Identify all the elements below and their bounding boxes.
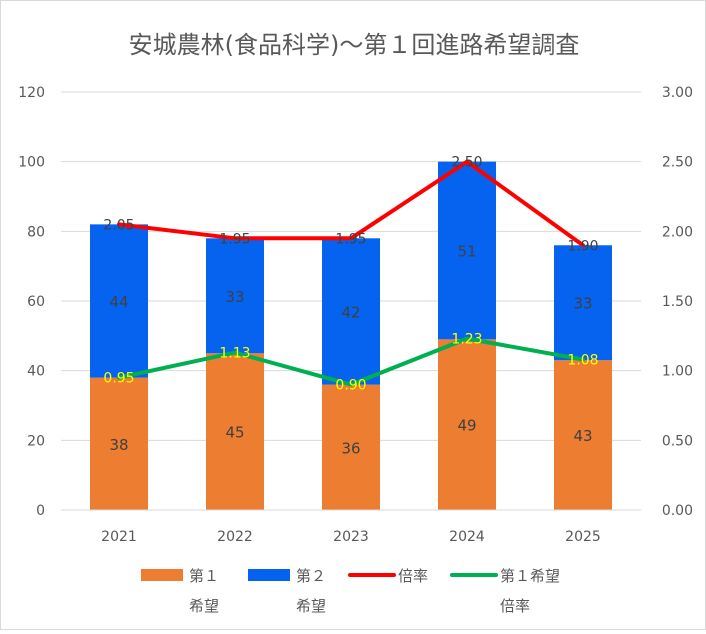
line-value-label: 0.90	[335, 378, 366, 394]
right-tick-label: 2.00	[662, 224, 693, 240]
line-value-label: 1.95	[219, 231, 250, 247]
line-value-label: 1.08	[567, 353, 598, 369]
line-series-1	[117, 159, 585, 248]
lines	[117, 159, 585, 387]
x-tick-label: 2023	[333, 529, 369, 545]
bar-value-label: 51	[457, 242, 476, 260]
bar-value-label: 36	[341, 439, 360, 457]
legend-label: 第２	[296, 567, 326, 585]
left-tick-label: 60	[27, 294, 45, 310]
x-tick-label: 2021	[101, 529, 137, 545]
line-value-label: 0.95	[103, 371, 134, 387]
line-value-label: 1.13	[219, 346, 250, 362]
x-tick-label: 2022	[217, 529, 253, 545]
bar-segment-2	[438, 161, 496, 340]
left-tick-label: 120	[18, 85, 45, 101]
bar-segment-2	[206, 238, 264, 354]
legend-label: 倍率	[500, 597, 530, 615]
x-tick-label: 2025	[565, 529, 601, 545]
bar-segment-1	[206, 353, 264, 510]
left-tick-label: 40	[27, 364, 45, 380]
line-value-label: 2.50	[451, 155, 482, 171]
bar-value-label: 42	[341, 303, 360, 321]
bar-segment-2	[554, 245, 612, 361]
right-axis-ticks: 0.00 0.50 1.00 1.50 2.00 2.50 3.00	[662, 85, 693, 519]
line-value-label: 1.95	[335, 231, 366, 247]
legend-swatch	[248, 569, 290, 581]
bar-value-label: 33	[573, 295, 592, 313]
x-tick-label: 2024	[449, 529, 485, 545]
left-tick-label: 20	[27, 433, 45, 449]
chart-title: 安城農林(食品科学)～第１回進路希望調査	[129, 31, 580, 59]
bar-value-label: 43	[573, 427, 592, 445]
legend-label: 希望	[189, 597, 219, 615]
bar-value-label: 44	[109, 293, 128, 311]
bar-value-label: 49	[457, 417, 476, 435]
legend-label: 希望	[296, 597, 326, 615]
bar-segment-2	[322, 238, 380, 385]
bar-segment-1	[90, 377, 148, 510]
right-tick-label: 3.00	[662, 85, 693, 101]
legend-label: 第１希望	[500, 567, 560, 585]
right-tick-label: 2.50	[662, 155, 693, 171]
right-tick-label: 0.00	[662, 503, 693, 519]
bar-value-label: 45	[225, 424, 244, 442]
line-value-label: 1.90	[567, 238, 598, 254]
x-axis-ticks: 2021 2022 2023 2024 2025	[61, 509, 641, 545]
bar-labels: 38 44 45 33 36 42 49 51 43 33	[109, 242, 592, 457]
right-tick-label: 1.00	[662, 364, 693, 380]
legend-label: 第１	[189, 567, 219, 585]
right-tick-label: 0.50	[662, 433, 693, 449]
left-tick-label: 0	[36, 503, 45, 519]
right-tick-label: 1.50	[662, 294, 693, 310]
legend-label: 倍率	[398, 567, 428, 585]
left-tick-label: 80	[27, 224, 45, 240]
bar-value-label: 38	[109, 436, 128, 454]
legend-swatch	[141, 569, 183, 581]
line-labels: 2.05 1.95 1.95 2.50 1.90 0.95 1.13 0.90 1.23 1.08	[103, 155, 598, 394]
bar-value-label: 33	[225, 288, 244, 306]
line-value-label: 1.23	[451, 332, 482, 348]
line-value-label: 2.05	[103, 217, 134, 233]
bar-segment-1	[438, 339, 496, 510]
bar-segment-2	[90, 224, 148, 378]
bar-segment-1	[322, 384, 380, 510]
line-series-2	[117, 336, 585, 387]
bar-segment-1	[554, 360, 612, 510]
left-tick-label: 100	[18, 155, 45, 171]
bars	[90, 161, 612, 510]
left-axis-ticks: 0 20 40 60 80 100 120	[18, 85, 45, 519]
